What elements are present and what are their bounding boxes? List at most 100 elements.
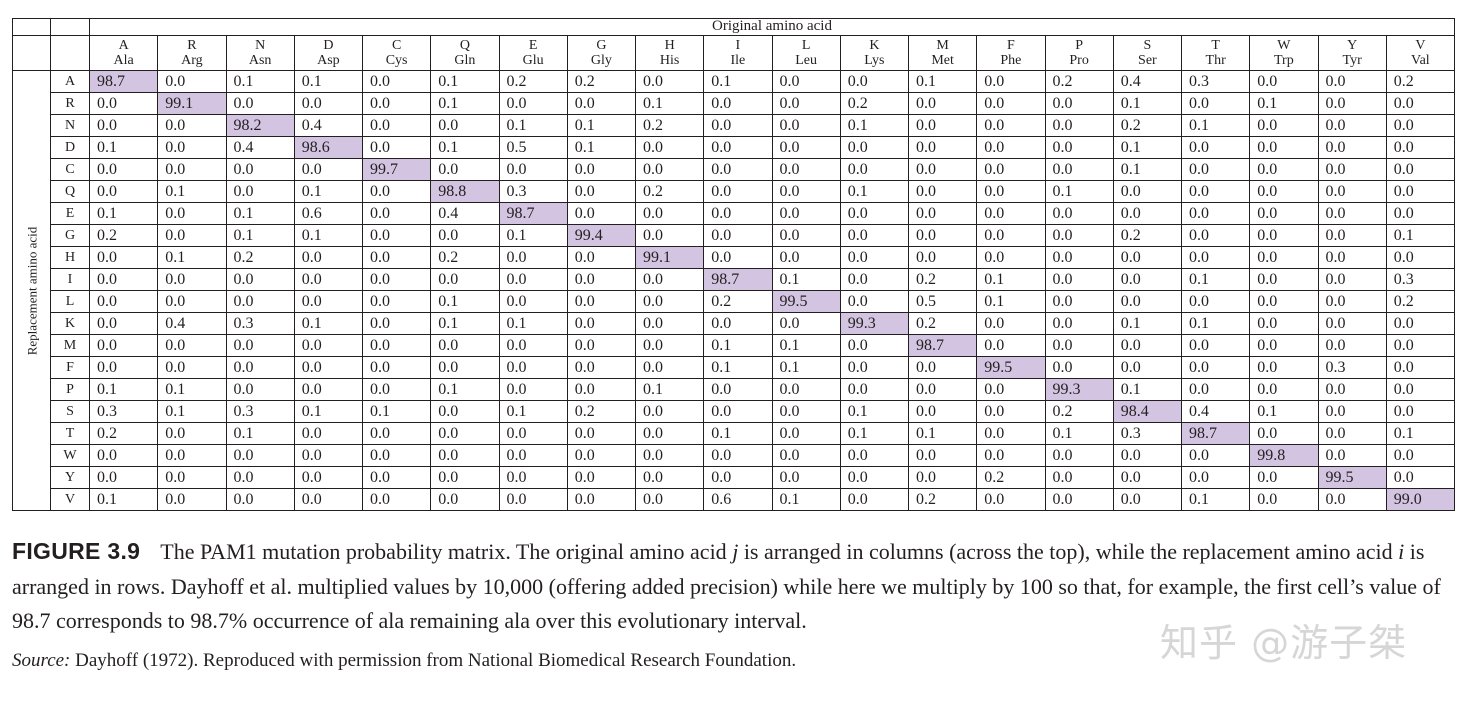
row-header-i: I <box>50 268 90 291</box>
table-row: V 0.1 0.0 0.0 0.0 0.0 0.0 0.0 0.0 0.0 0.6 0.1 0.0 0.2… <box>13 488 1456 511</box>
table-cell: 0.0 <box>1385 356 1456 379</box>
table-cell: 0.0 <box>634 466 705 489</box>
table-cell: 0.4 <box>157 312 227 335</box>
diagonal-cell: 98.7 <box>907 334 978 357</box>
row-header-r: R <box>50 92 90 115</box>
table-cell: 0.0 <box>361 290 432 313</box>
table-cell: 0.0 <box>157 488 227 511</box>
column-code: C <box>391 37 402 53</box>
table-cell: 0.0 <box>157 290 227 313</box>
table-cell: 0.1 <box>839 114 910 137</box>
table-cell: 0.0 <box>771 378 841 401</box>
table-cell: 0.3 <box>1112 422 1183 445</box>
table-cell: 0.0 <box>1044 136 1114 159</box>
table-cell: 0.0 <box>498 378 568 401</box>
table-cell: 0.2 <box>1385 70 1456 93</box>
table-cell: 0.0 <box>839 290 910 313</box>
table-cell: 0.0 <box>907 202 978 225</box>
table-cell: 0.0 <box>88 334 159 357</box>
table-cell: 0.1 <box>703 334 773 357</box>
table-cell: 0.0 <box>566 312 637 335</box>
table-cell: 0.2 <box>976 466 1046 489</box>
table-cell: 0.0 <box>566 202 637 225</box>
table-cell: 0.0 <box>634 444 705 467</box>
table-cell: 0.0 <box>1317 312 1387 335</box>
table-cell: 0.0 <box>498 334 568 357</box>
table-cell: 0.0 <box>1249 356 1319 379</box>
caption-var-j: j <box>732 539 739 564</box>
column-abbreviation: Pro <box>1069 52 1089 68</box>
table-cell: 0.0 <box>703 158 773 181</box>
column-header-k: K Lys <box>839 35 910 71</box>
table-row: H 0.0 0.1 0.2 0.0 0.0 0.2 0.0 0.0 99.1 0.0 0.0 0.0 0.… <box>13 246 1456 269</box>
table-cell: 0.0 <box>976 224 1046 247</box>
table-cell: 0.0 <box>1044 356 1114 379</box>
column-abbreviation: Ser <box>1138 52 1157 68</box>
column-abbreviation: Ala <box>113 52 134 68</box>
table-cell: 0.0 <box>1317 488 1387 511</box>
table-cell: 0.4 <box>430 202 500 225</box>
table-cell: 0.1 <box>1180 488 1251 511</box>
table-cell: 0.0 <box>976 136 1046 159</box>
corner-cell <box>12 35 51 71</box>
table-cell: 0.0 <box>498 268 568 291</box>
table-cell: 0.0 <box>430 466 500 489</box>
table-cell: 0.0 <box>498 488 568 511</box>
table-cell: 0.0 <box>1385 334 1456 357</box>
table-cell: 0.0 <box>157 268 227 291</box>
table-cell: 0.1 <box>430 70 500 93</box>
table-cell: 0.0 <box>634 312 705 335</box>
table-cell: 0.0 <box>771 246 841 269</box>
table-cell: 0.0 <box>1044 224 1114 247</box>
row-header-k: K <box>50 312 90 335</box>
table-cell: 0.0 <box>1385 444 1456 467</box>
column-code: Y <box>1347 37 1358 53</box>
table-row: G 0.2 0.0 0.1 0.1 0.0 0.0 0.1 99.4 0.0 0.0 0.0 0.0 0.… <box>13 224 1456 247</box>
row-axis-label: Replacement amino acid <box>24 226 39 355</box>
table-cell: 0.0 <box>361 378 432 401</box>
table-cell: 0.0 <box>566 268 637 291</box>
column-axis-label: Original amino acid <box>89 18 1455 36</box>
column-header-d: D Asp <box>293 35 364 71</box>
table-cell: 0.0 <box>1112 180 1183 203</box>
table-cell: 0.1 <box>703 356 773 379</box>
table-cell: 0.0 <box>430 158 500 181</box>
table-cell: 0.3 <box>225 312 295 335</box>
table-cell: 0.6 <box>293 202 364 225</box>
diagonal-cell: 99.7 <box>361 158 432 181</box>
pam1-matrix-table: Original amino acid A Ala R Arg N Asn D Asp C Cys… <box>12 18 1456 511</box>
table-cell: 0.0 <box>225 290 295 313</box>
table-cell: 0.0 <box>703 312 773 335</box>
table-row: K 0.0 0.4 0.3 0.1 0.0 0.1 0.1 0.0 0.0 0.0 0.0 99.3 0.… <box>13 312 1456 335</box>
diagonal-cell: 99.4 <box>566 224 637 247</box>
table-cell: 0.0 <box>361 356 432 379</box>
table-cell: 0.0 <box>293 334 364 357</box>
table-cell: 0.0 <box>907 400 978 423</box>
table-cell: 0.0 <box>361 268 432 291</box>
table-cell: 0.0 <box>1180 180 1251 203</box>
column-header-s: S Ser <box>1112 35 1183 71</box>
table-row: C 0.0 0.0 0.0 0.0 99.7 0.0 0.0 0.0 0.0 0.0 0.0 0.0 0.… <box>13 158 1456 181</box>
table-cell: 0.0 <box>1180 224 1251 247</box>
table-cell: 0.0 <box>907 444 978 467</box>
watermark: 知乎 @游子桀 <box>1160 621 1408 665</box>
caption-text-2: is arranged in columns (across the top),… <box>738 539 1399 564</box>
table-cell: 0.0 <box>225 158 295 181</box>
table-cell: 0.0 <box>293 488 364 511</box>
table-cell: 0.1 <box>1180 268 1251 291</box>
table-cell: 0.0 <box>976 92 1046 115</box>
figure-label: FIGURE 3.9 <box>12 538 141 564</box>
source-text: Dayhoff (1972). Reproduced with permissi… <box>70 650 797 671</box>
table-cell: 0.0 <box>361 444 432 467</box>
table-cell: 0.0 <box>1317 334 1387 357</box>
column-header-w: W Trp <box>1249 35 1319 71</box>
column-abbreviation: Gly <box>590 52 612 68</box>
table-cell: 0.0 <box>88 268 159 291</box>
row-header-n: N <box>50 114 90 137</box>
table-row: F 0.0 0.0 0.0 0.0 0.0 0.0 0.0 0.0 0.0 0.1 0.1 0.0 0.0… <box>13 356 1456 379</box>
table-cell: 0.0 <box>771 92 841 115</box>
caption-var-i: i <box>1398 539 1405 564</box>
diagonal-cell: 98.7 <box>1180 422 1251 445</box>
table-cell: 0.0 <box>88 356 159 379</box>
table-cell: 0.1 <box>1112 158 1183 181</box>
